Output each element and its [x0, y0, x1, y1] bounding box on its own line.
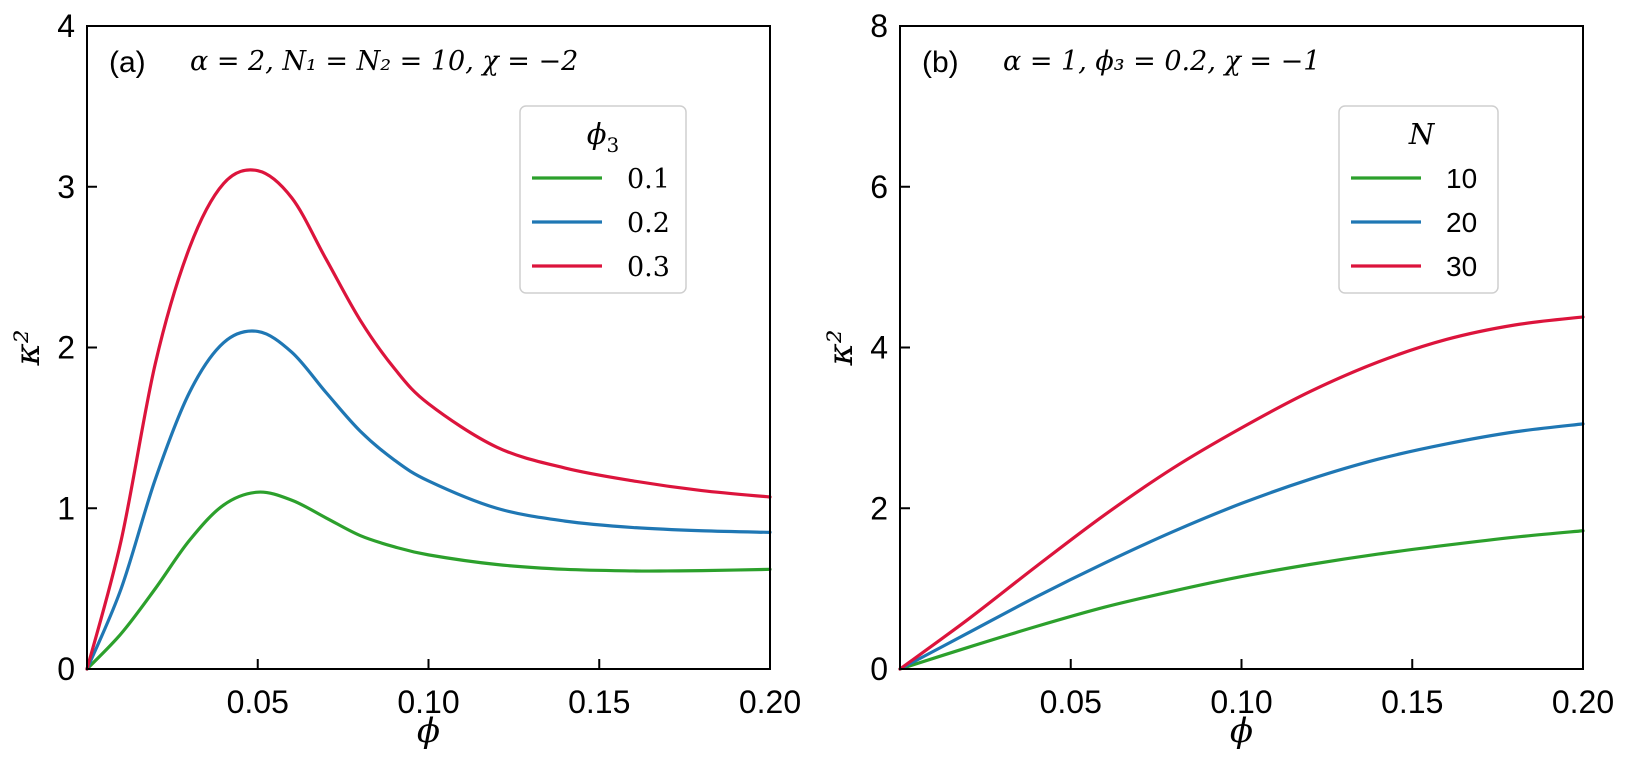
y-tick-label: 6	[870, 169, 888, 205]
y-tick-label: 3	[57, 169, 75, 205]
x-tick-label: 0.05	[1040, 684, 1102, 720]
panel-b: 0 2 4 6 8 0.05 0.10 0.15 0.20 ϕ κ² (b) α = 1, ϕ₃ = 0…	[821, 8, 1614, 751]
series-line-0-2	[85, 329, 772, 671]
legend: ϕ30.10.20.3	[519, 105, 687, 294]
legend-entry-label: 0.1	[627, 164, 670, 195]
series-line-10	[898, 529, 1585, 671]
y-tick-label: 8	[870, 8, 888, 44]
panel-label: (a)	[109, 46, 146, 79]
legend-entry-label: 0.2	[627, 208, 670, 239]
series-line-30	[898, 315, 1585, 671]
parameter-annotation: α = 2, N₁ = N₂ = 10, χ = −2	[190, 46, 578, 77]
y-tick-label: 4	[57, 8, 75, 44]
x-axis-label: ϕ	[1230, 711, 1253, 751]
legend-entry-label: 20	[1446, 207, 1477, 238]
panel-label: (b)	[922, 46, 959, 79]
y-tick-label: 1	[57, 490, 75, 526]
x-tick-label: 0.10	[397, 684, 459, 720]
legend: N 10 20 30	[1338, 105, 1499, 294]
x-tick-label: 0.20	[1552, 684, 1614, 720]
y-tick-label: 4	[870, 330, 888, 366]
parameter-annotation: α = 1, ϕ₃ = 0.2, χ = −1	[1003, 46, 1320, 77]
x-axis-label: ϕ	[417, 711, 440, 751]
y-tick-label: 0	[870, 651, 888, 687]
y-axis-label: κ²	[821, 330, 861, 367]
x-tick-label: 0.20	[739, 684, 801, 720]
x-tick-label: 0.15	[568, 684, 630, 720]
x-tick-label: 0.10	[1210, 684, 1272, 720]
x-tick-label: 0.15	[1381, 684, 1443, 720]
legend-frame	[1338, 105, 1499, 294]
legend-title: N	[1408, 117, 1436, 151]
legend-frame	[519, 105, 687, 294]
y-tick-label: 2	[870, 490, 888, 526]
y-axis-label: κ²	[8, 330, 48, 367]
series-line-0-1	[85, 490, 772, 671]
y-tick-label: 2	[57, 330, 75, 366]
panel-a: 0 1 2 3 4 0.05 0.10 0.15 0.20 ϕ κ² (a) α = 2, N₁ = N…	[8, 8, 801, 751]
y-tick-label: 0	[57, 651, 75, 687]
legend-entry-label: 30	[1446, 251, 1477, 282]
legend-entry-label: 0.3	[627, 252, 670, 283]
legend-entry-label: 10	[1446, 163, 1477, 194]
x-tick-label: 0.05	[227, 684, 289, 720]
series-line-20	[898, 422, 1585, 671]
series-line-0-3	[85, 168, 772, 671]
